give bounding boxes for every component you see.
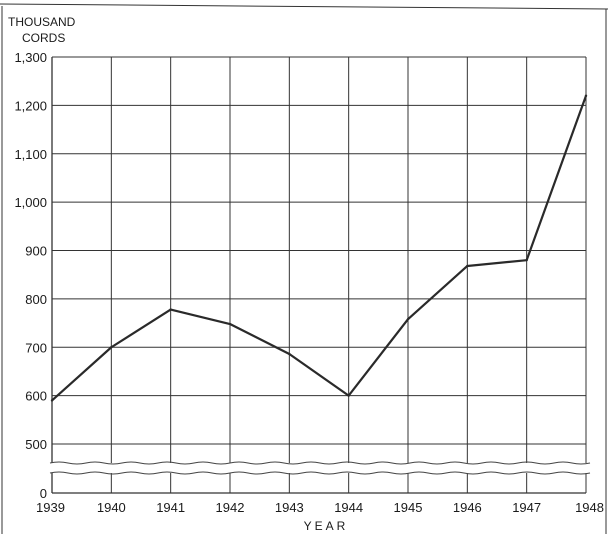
y-tick-label: 700: [25, 340, 47, 355]
y-tick-label: 1,100: [14, 147, 47, 162]
x-tick-label: 1948: [575, 500, 604, 515]
data-point: [288, 352, 291, 356]
data-point: [169, 308, 172, 311]
x-axis-label: YEAR: [304, 519, 349, 533]
data-point: [228, 322, 232, 326]
x-tick-label: 1945: [394, 500, 423, 515]
series-group: [50, 94, 588, 402]
y-tick-label: 1,300: [14, 50, 47, 65]
data-point: [584, 94, 588, 97]
y-axis-label-line1: THOUSAND: [8, 15, 76, 29]
x-tick-label: 1944: [334, 500, 363, 515]
y-tick-label-zero: 0: [40, 486, 47, 501]
x-tick-label: 1943: [275, 500, 304, 515]
data-point: [406, 317, 410, 321]
axis-break: [49, 461, 591, 475]
y-tick-label: 800: [25, 292, 47, 307]
x-tick-label: 1942: [216, 500, 245, 515]
axis-break-line-bottom: [49, 471, 591, 475]
x-tick-label: 1946: [453, 500, 482, 515]
top-border: [0, 3, 608, 10]
y-tick-label: 500: [25, 437, 47, 452]
axis-break-gap: [50, 463, 588, 473]
x-tick-label: 1939: [36, 500, 65, 515]
axis-break-line-top: [49, 461, 591, 465]
data-point: [466, 264, 469, 268]
data-point: [50, 399, 54, 402]
series-line: [51, 95, 588, 402]
y-tick-label: 600: [25, 389, 47, 404]
grid: [51, 56, 587, 494]
x-tick-label: 1947: [512, 500, 541, 515]
y-tick-label: 1,200: [14, 98, 47, 113]
x-tick-label: 1940: [97, 500, 126, 515]
y-axis-label-line2: CORDS: [22, 31, 65, 45]
y-tick-label: 900: [25, 244, 47, 259]
data-point: [525, 258, 528, 262]
y-tick-label: 1,000: [14, 195, 47, 210]
data-point: [347, 394, 350, 397]
x-tick-label: 1941: [156, 500, 185, 515]
data-point: [110, 346, 113, 349]
tick-labels: 500 600 700 800 900 1,000 1,100 1,200 1,300 01939…: [14, 50, 604, 515]
